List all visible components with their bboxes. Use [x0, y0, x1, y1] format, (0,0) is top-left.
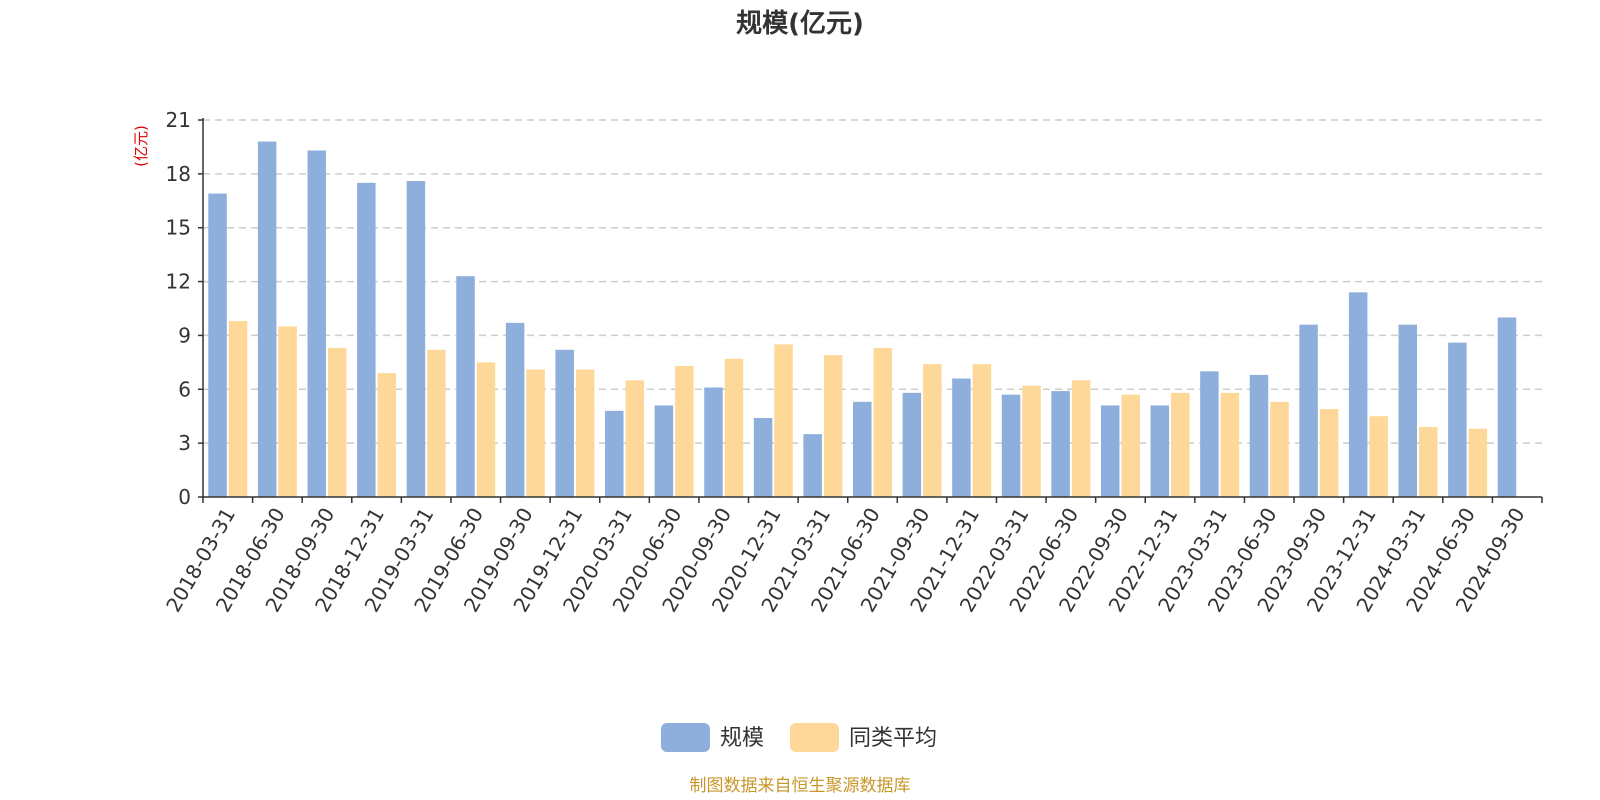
- bar-scale: [307, 150, 326, 497]
- bar-peer-average: [625, 380, 645, 497]
- bar-scale: [654, 405, 674, 497]
- bar-scale: [605, 410, 624, 497]
- bar-scale: [456, 276, 475, 497]
- bar-scale: [406, 181, 426, 498]
- legend: 规模 同类平均: [661, 723, 937, 752]
- y-tick-label: 18: [166, 162, 191, 186]
- bar-peer-average: [972, 364, 992, 497]
- y-tick-label: 21: [166, 108, 191, 132]
- bar-scale: [1150, 405, 1170, 497]
- bar-scale: [803, 434, 822, 497]
- bar-peer-average: [1319, 409, 1339, 497]
- bar-peer-average: [1171, 392, 1190, 497]
- bar-scale: [505, 322, 525, 497]
- bar-scale: [1051, 391, 1070, 497]
- bar-scale: [555, 349, 574, 497]
- bar-scale: [1497, 317, 1517, 497]
- bar-scale: [1448, 342, 1467, 497]
- bar-peer-average: [1468, 428, 1488, 497]
- y-tick-label: 3: [178, 431, 191, 455]
- bar-peer-average: [774, 344, 793, 497]
- bar-scale: [853, 401, 872, 497]
- legend-swatch-peer-average: [790, 723, 839, 752]
- y-tick-label: 9: [178, 323, 191, 347]
- bar-peer-average: [1270, 401, 1289, 497]
- y-tick-label: 15: [166, 216, 191, 240]
- legend-label-peer-average: 同类平均: [849, 726, 937, 751]
- bar-peer-average: [575, 369, 595, 497]
- bar-peer-average: [476, 362, 496, 497]
- bar-scale: [208, 193, 227, 497]
- bar-peer-average: [1220, 392, 1240, 497]
- legend-label-scale: 规模: [720, 726, 764, 751]
- bar-scale: [902, 392, 922, 497]
- bar-scale: [1100, 405, 1120, 497]
- bar-scale: [1299, 324, 1318, 497]
- bar-peer-average: [427, 349, 446, 497]
- bar-scale: [1348, 292, 1368, 497]
- chart-title: 规模(亿元): [736, 9, 864, 39]
- bar-peer-average: [724, 358, 744, 497]
- bar-scale: [1398, 324, 1418, 497]
- bar-peer-average: [228, 321, 248, 497]
- bar-scale: [753, 418, 773, 497]
- y-tick-label: 12: [166, 270, 191, 294]
- bar-scale: [1001, 394, 1021, 497]
- bar-peer-average: [675, 365, 694, 497]
- bar-peer-average: [1369, 416, 1388, 497]
- y-tick-label: 6: [178, 377, 191, 401]
- bars: [208, 141, 1517, 498]
- bar-peer-average: [1419, 426, 1438, 497]
- bar-peer-average: [823, 355, 843, 497]
- bar-peer-average: [873, 347, 892, 497]
- bar-scale: [952, 378, 971, 497]
- bar-scale: [1200, 371, 1219, 497]
- bar-scale: [257, 141, 277, 498]
- bar-scale: [357, 182, 376, 498]
- bar-peer-average: [526, 369, 545, 497]
- bar-peer-average: [278, 326, 297, 497]
- bar-peer-average: [327, 347, 347, 497]
- grid-lines: [203, 119, 1542, 444]
- data-source-note: 制图数据来自恒生聚源数据库: [690, 776, 911, 796]
- bar-peer-average: [377, 373, 397, 497]
- bar-scale: [704, 387, 723, 497]
- y-tick-label: 0: [178, 485, 191, 509]
- bar-scale: [1249, 374, 1269, 497]
- legend-swatch-scale: [661, 723, 710, 752]
- bar-peer-average: [923, 364, 942, 497]
- bar-peer-average: [1121, 394, 1140, 497]
- bar-peer-average: [1071, 380, 1091, 497]
- bar-peer-average: [1022, 385, 1041, 497]
- y-axis-unit-label: (亿元): [132, 125, 150, 167]
